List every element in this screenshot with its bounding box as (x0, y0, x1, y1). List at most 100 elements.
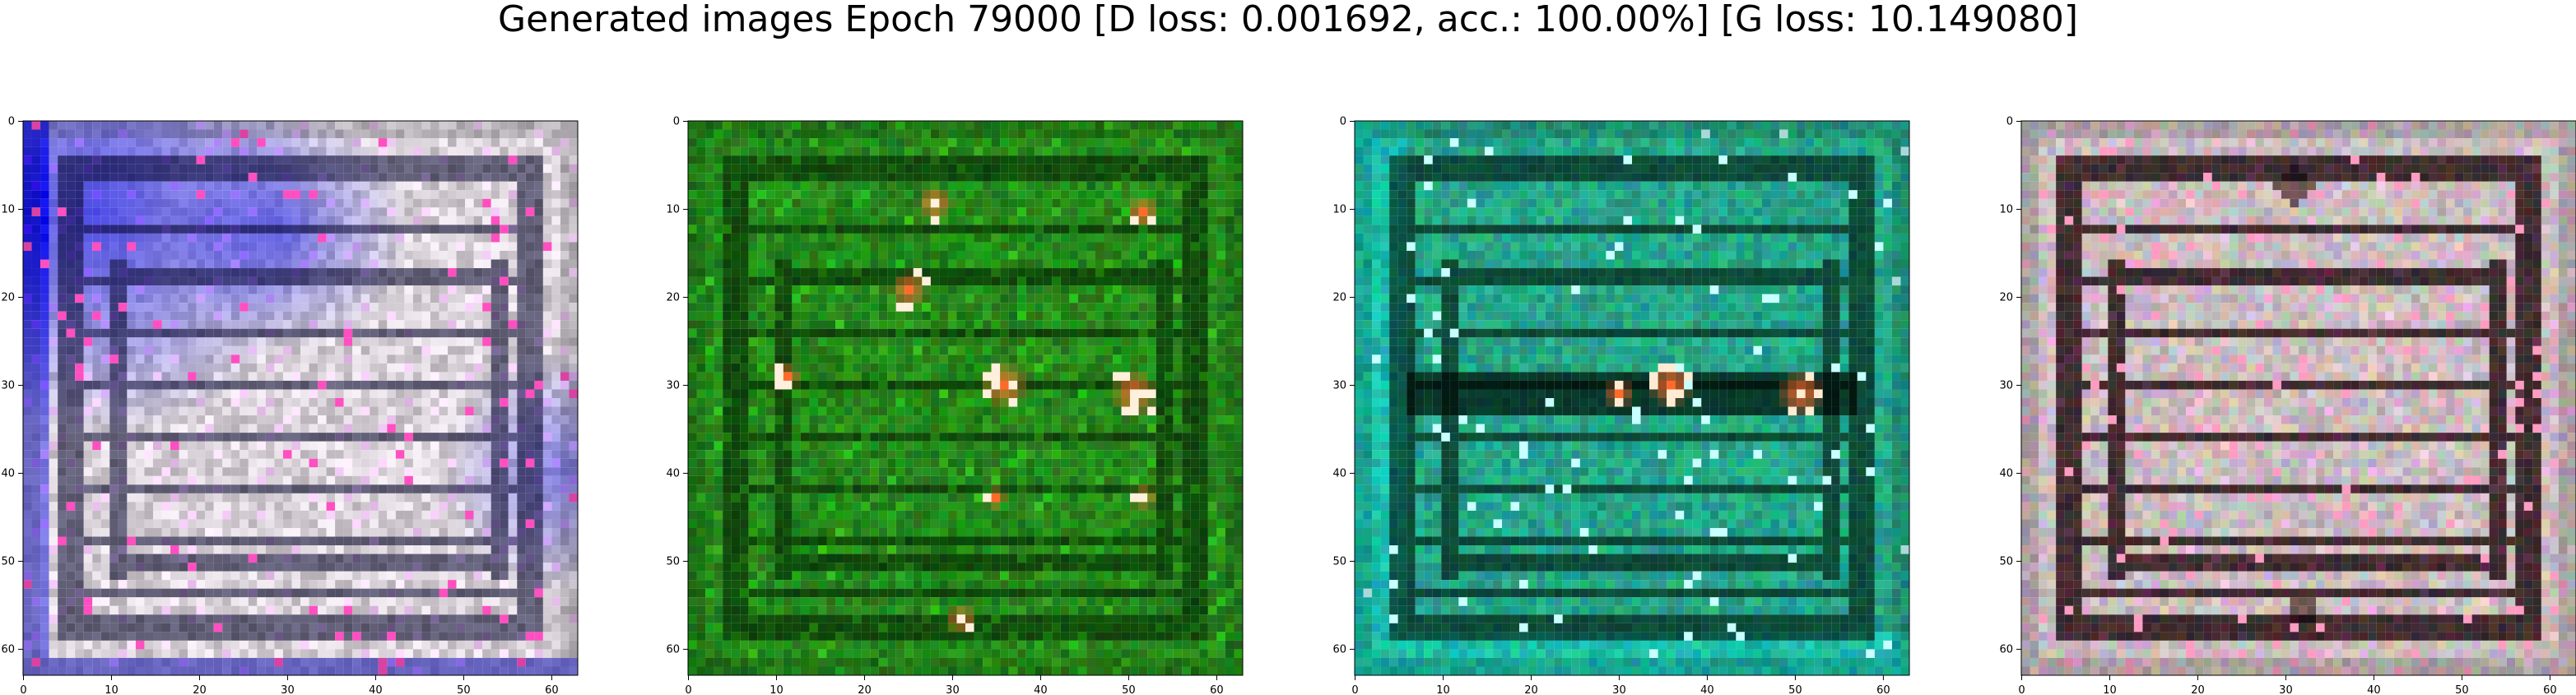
image-pixel (421, 571, 430, 581)
image-pixel (144, 354, 153, 364)
image-pixel (222, 433, 231, 442)
image-pixel (439, 380, 449, 390)
image-pixel (456, 337, 466, 346)
image-pixel (1095, 164, 1104, 174)
image-pixel (335, 640, 344, 650)
image-pixel (274, 225, 283, 234)
image-pixel (248, 320, 258, 329)
image-pixel (58, 164, 67, 174)
image-pixel (40, 398, 49, 407)
image-pixel (127, 129, 136, 139)
image-pixel (274, 363, 283, 373)
image-pixel (456, 259, 466, 269)
image-pixel (49, 467, 58, 476)
image-pixel (309, 433, 319, 442)
image-pixel (135, 372, 145, 381)
image-pixel (456, 129, 466, 139)
image-pixel (282, 458, 292, 468)
image-pixel (335, 354, 344, 364)
image-pixel (326, 363, 336, 373)
image-pixel (1216, 207, 1225, 216)
image-pixel (835, 233, 844, 243)
image-pixel (551, 536, 560, 546)
image-pixel (75, 207, 84, 216)
image-pixel (49, 502, 58, 511)
image-pixel (465, 484, 474, 493)
image-pixel (439, 259, 449, 269)
image-pixel (542, 536, 552, 546)
image-pixel (31, 155, 41, 164)
image-pixel (534, 242, 543, 251)
image-pixel (309, 121, 319, 130)
image-pixel (75, 527, 84, 537)
image-pixel (127, 406, 136, 416)
image-pixel (239, 571, 249, 581)
image-pixel (66, 519, 76, 528)
image-pixel (1017, 164, 1026, 174)
image-pixel (1130, 215, 1139, 225)
image-pixel (318, 666, 327, 676)
image-pixel (282, 433, 292, 442)
image-pixel (352, 320, 361, 329)
image-pixel (161, 259, 171, 269)
image-pixel (170, 666, 179, 676)
image-pixel (118, 580, 128, 589)
image-pixel (274, 588, 283, 598)
image-pixel (144, 276, 153, 286)
image-pixel (318, 406, 327, 416)
image-pixel (92, 398, 101, 407)
image-pixel (92, 121, 101, 130)
image-pixel (230, 138, 240, 147)
image-pixel (542, 311, 552, 321)
image-pixel (560, 285, 570, 294)
image-pixel (525, 563, 535, 572)
image-pixel (127, 155, 136, 164)
image-pixel (300, 605, 309, 615)
image-pixel (265, 406, 275, 416)
image-pixel (318, 320, 327, 329)
image-pixel (100, 173, 110, 182)
image-pixel (395, 389, 405, 399)
image-pixel (265, 320, 275, 329)
image-pixel (517, 493, 526, 503)
image-pixel (100, 415, 110, 424)
image-pixel (439, 406, 449, 416)
image-pixel (491, 632, 500, 641)
image-pixel (783, 173, 793, 182)
image-pixel (213, 580, 223, 589)
image-pixel (144, 536, 153, 546)
image-pixel (335, 129, 344, 139)
image-pixel (58, 303, 67, 312)
image-pixel (421, 337, 430, 346)
image-pixel (127, 146, 136, 156)
image-pixel (49, 215, 58, 225)
image-pixel (205, 623, 214, 632)
image-pixel (983, 207, 992, 216)
image-pixel (179, 666, 188, 676)
image-pixel (326, 605, 336, 615)
image-pixel (92, 536, 101, 546)
image-pixel (412, 345, 422, 355)
image-pixel (783, 146, 793, 156)
image-pixel (118, 129, 128, 139)
image-pixel (508, 259, 518, 269)
image-pixel (1060, 181, 1070, 191)
image-pixel (222, 554, 231, 563)
image-pixel (387, 536, 396, 546)
image-pixel (309, 510, 319, 520)
image-pixel (482, 588, 491, 598)
image-pixel (49, 666, 58, 676)
image-pixel (714, 138, 723, 147)
image-pixel (135, 527, 145, 537)
image-pixel (75, 259, 84, 269)
image-pixel (1138, 146, 1148, 156)
image-pixel (66, 406, 76, 416)
image-pixel (448, 666, 457, 676)
image-pixel (144, 250, 153, 260)
image-pixel (31, 311, 41, 321)
image-pixel (688, 121, 697, 130)
image-pixel (188, 467, 197, 476)
image-pixel (456, 597, 466, 606)
image-pixel (404, 510, 413, 520)
image-pixel (817, 225, 827, 234)
